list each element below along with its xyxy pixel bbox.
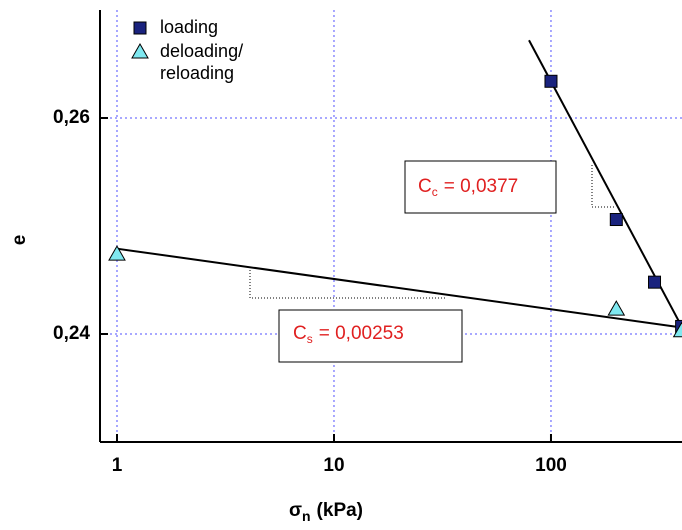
annotation-box [404,160,557,214]
legend-label: loading [160,17,218,37]
point [544,74,558,88]
x-tick-label: 10 [323,455,344,476]
annotation-box [278,309,463,363]
fit-line [116,247,682,329]
x-axis-label: σn (kPa) [289,500,363,524]
y-tick-label: 0,26 [53,107,90,128]
slope-guides [249,165,614,299]
x-tick-label: 100 [535,455,567,476]
y-tick-label: 0,24 [53,323,90,344]
legend-marker [131,42,149,59]
point [609,213,623,227]
legend-label: deloading/reloading [160,41,243,83]
point [607,300,626,316]
legend-marker [133,21,147,35]
point [108,245,126,261]
y-axis-label: e [9,235,30,246]
legend-line: deloading/ [160,41,243,61]
annotation: Cs = 0,00253 [293,323,404,346]
x-tick-label: 1 [112,455,123,476]
legend-line: reloading [160,63,234,83]
point [648,275,662,289]
annotation: Cc = 0,0377 [418,176,518,199]
